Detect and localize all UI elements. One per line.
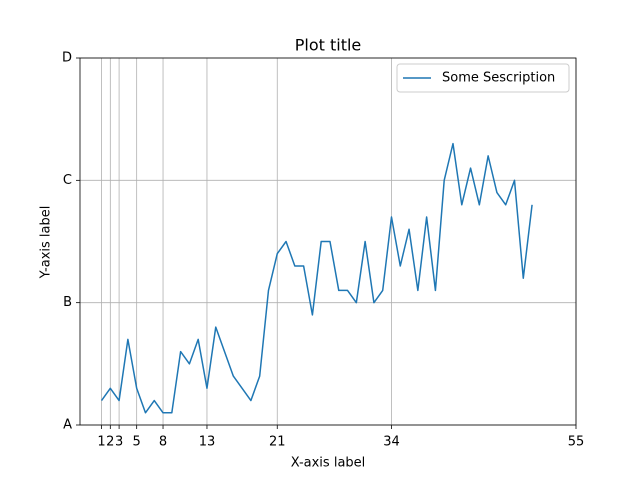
data-line [100, 142, 533, 414]
y-tick-label: B [63, 295, 72, 310]
x-axis-label: X-axis label [291, 456, 366, 471]
y-tick-label: A [63, 418, 72, 433]
x-tick-label: 5 [133, 435, 141, 450]
x-tick-label: 3 [115, 435, 123, 450]
y-tick-label: D [62, 51, 72, 66]
x-tick-label: 55 [568, 435, 585, 450]
x-tick-label: 21 [269, 435, 286, 450]
legend-label: Some Sescription [442, 71, 555, 86]
x-tick-label: 8 [159, 435, 167, 450]
x-tick-label: 2 [106, 435, 114, 450]
chart-title: Plot title [295, 36, 362, 55]
x-tick-label: 1 [97, 435, 105, 450]
x-tick-label: 13 [199, 435, 216, 450]
plot-frame [79, 57, 577, 426]
legend-box [396, 63, 570, 93]
y-tick-label: C [63, 173, 72, 188]
y-axis-label: Y-axis label [39, 206, 54, 280]
x-tick-label: 34 [383, 435, 400, 450]
